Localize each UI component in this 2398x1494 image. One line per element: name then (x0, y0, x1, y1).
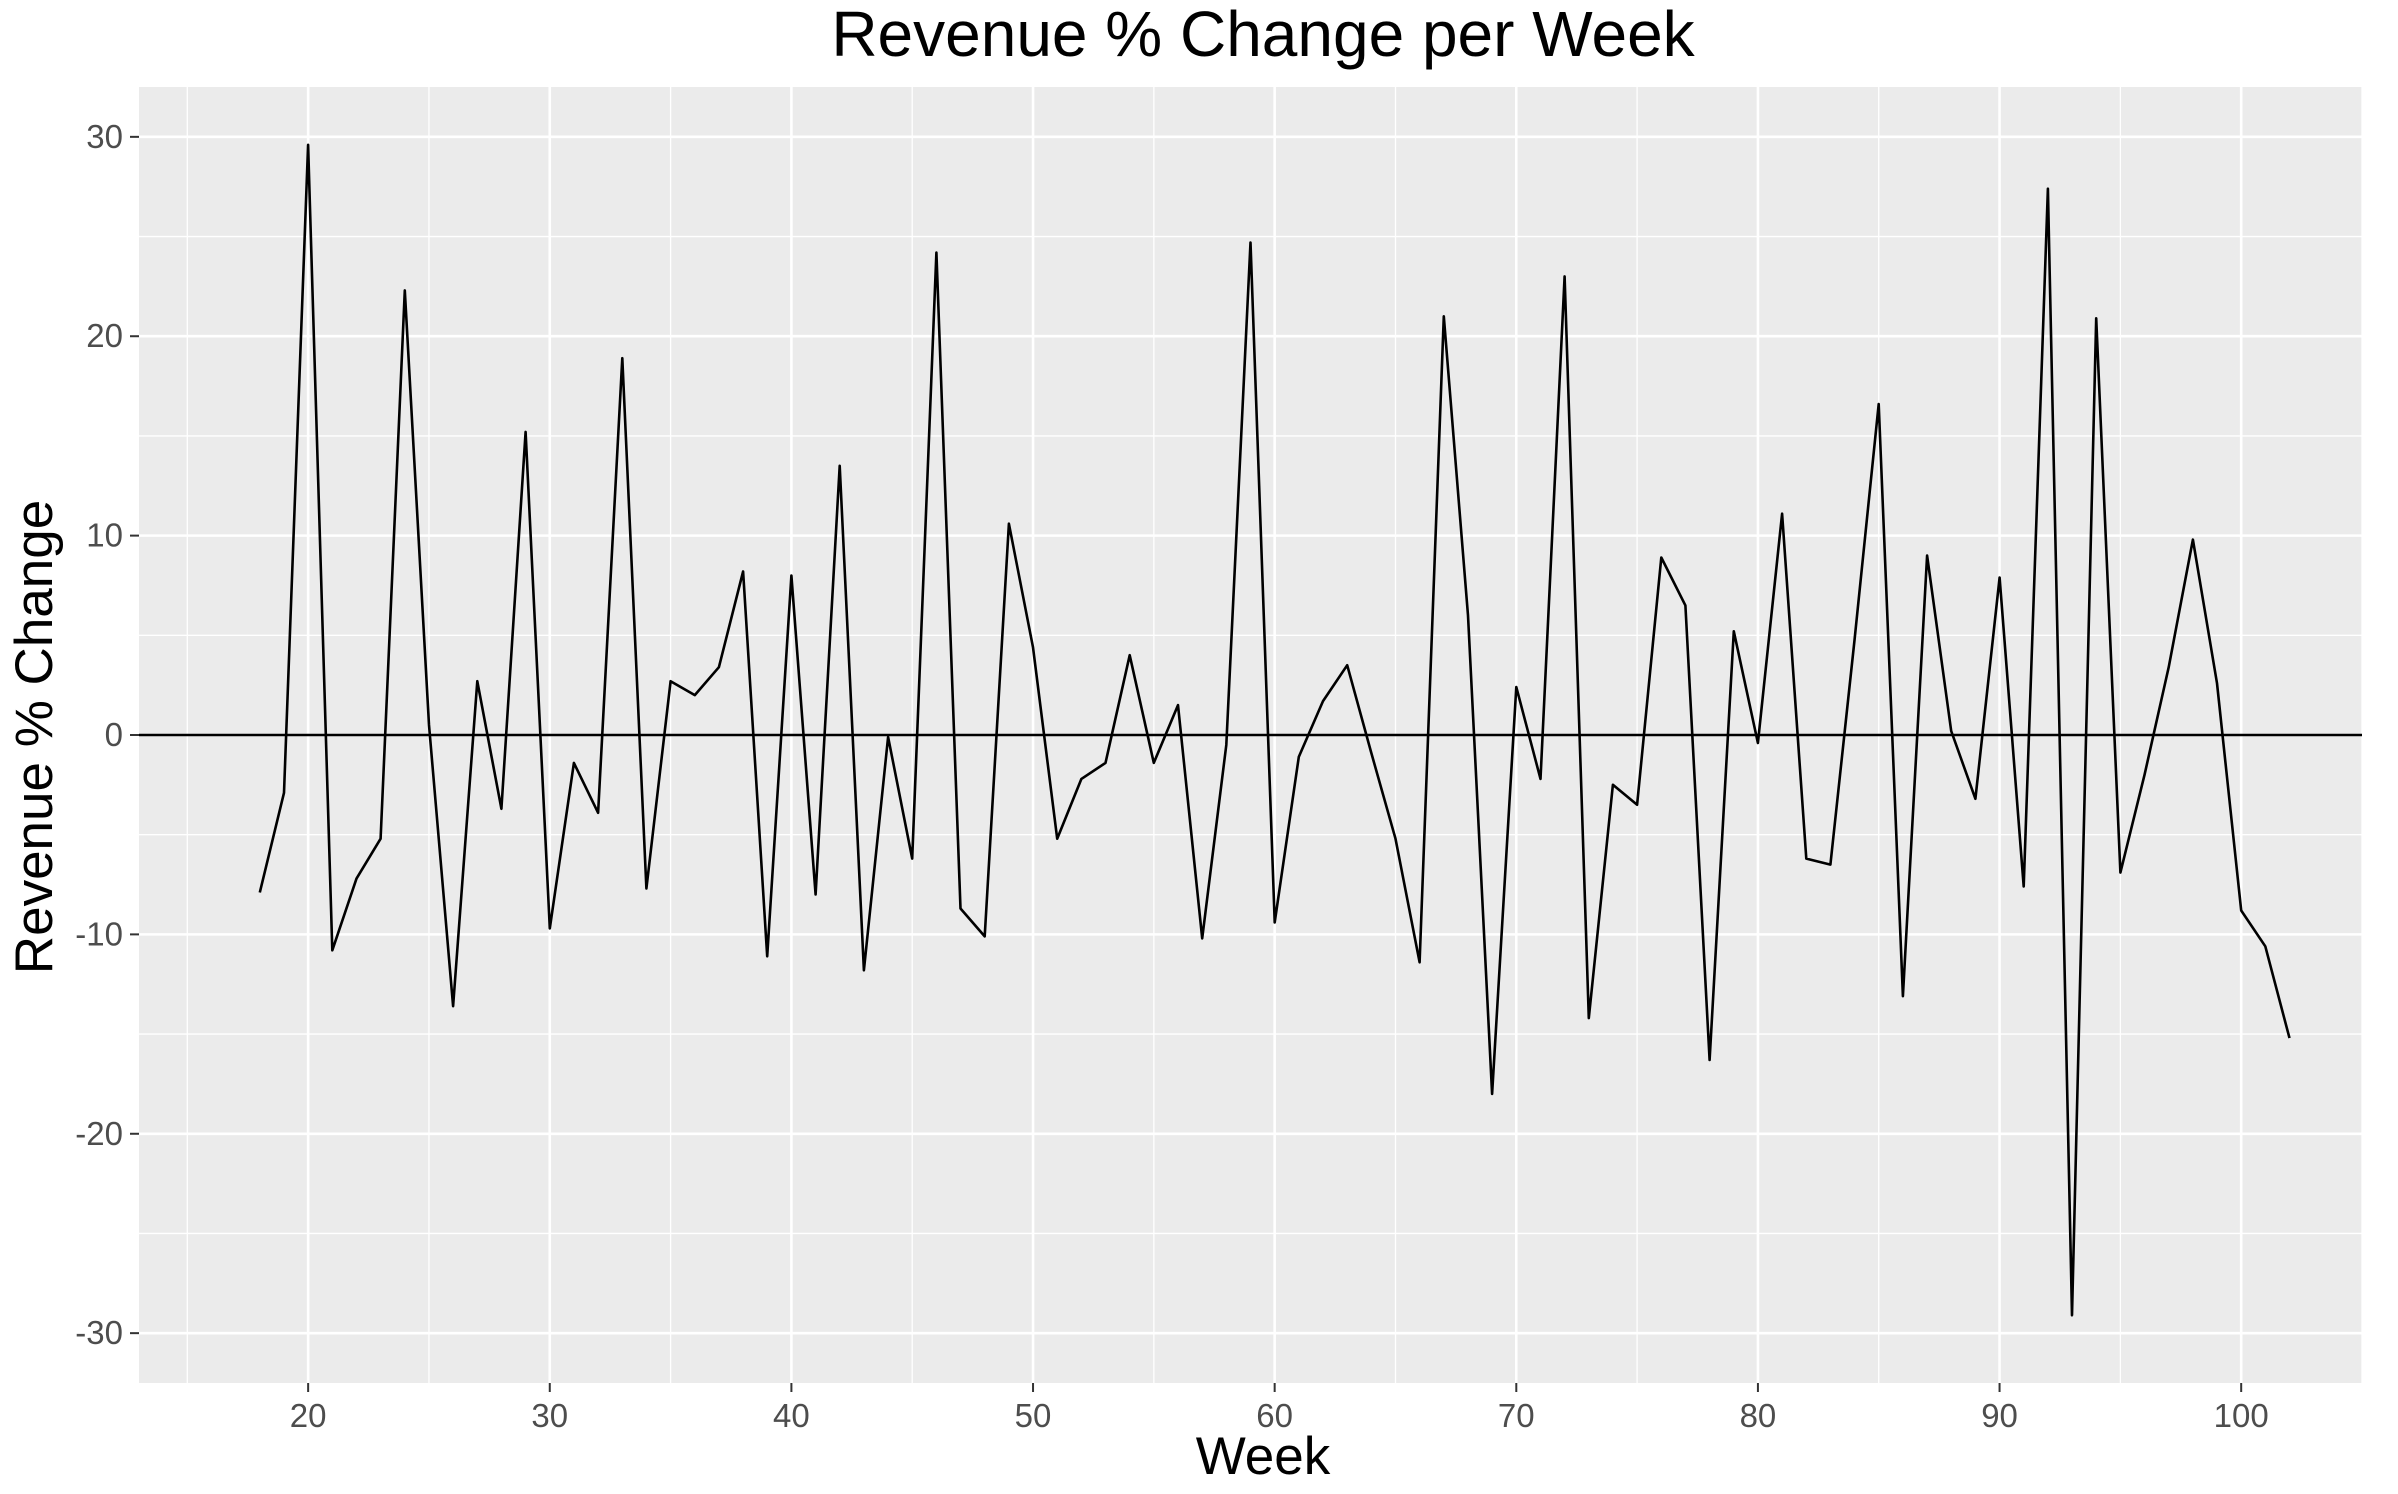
x-tick-label: 60 (1256, 1397, 1293, 1434)
y-axis-title: Revenue % Change (5, 500, 64, 974)
series-line-revenue-change (258, 143, 2291, 1317)
y-tick-label: -30 (75, 1314, 123, 1351)
x-axis-ticks: 20 30 40 50 60 70 80 90 100 (290, 1383, 2269, 1434)
x-tick-label: 20 (290, 1397, 327, 1434)
y-tick-label: -20 (75, 1115, 123, 1152)
x-tick-label: 80 (1740, 1397, 1777, 1434)
x-tick-label: 30 (531, 1397, 568, 1434)
x-tick-label: 70 (1498, 1397, 1535, 1434)
x-tick-label: 40 (773, 1397, 810, 1434)
x-axis-title: Week (1196, 1427, 1331, 1486)
y-tick-label: 10 (86, 517, 123, 554)
y-tick-label: 30 (86, 118, 123, 155)
x-tick-label: 90 (1981, 1397, 2018, 1434)
x-tick-label: 100 (2214, 1397, 2269, 1434)
y-tick-label: 20 (86, 317, 123, 354)
y-tick-label: -10 (75, 915, 123, 952)
y-tick-label: 0 (105, 716, 123, 753)
y-axis-ticks: -30 -20 -10 0 10 20 30 (75, 118, 139, 1351)
chart-title: Revenue % Change per Week (831, 0, 1695, 70)
x-tick-label: 50 (1015, 1397, 1052, 1434)
